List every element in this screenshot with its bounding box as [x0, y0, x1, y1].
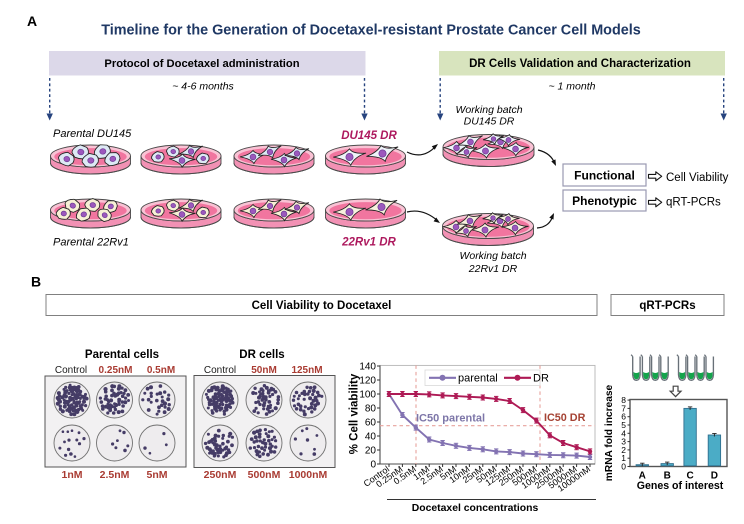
svg-text:100: 100 — [359, 390, 376, 401]
svg-text:parental: parental — [458, 373, 498, 385]
svg-text:qRT-PCRs: qRT-PCRs — [639, 300, 695, 312]
svg-text:5nM: 5nM — [147, 469, 168, 481]
svg-text:Protocol of Docetaxel administ: Protocol of Docetaxel administration — [104, 58, 299, 70]
svg-text:1: 1 — [621, 453, 626, 463]
svg-text:0.25nM: 0.25nM — [99, 365, 133, 376]
svg-text:IC50 DR: IC50 DR — [544, 412, 586, 424]
svg-text:250nM: 250nM — [204, 469, 237, 481]
svg-text:DR Cells Validation and Charac: DR Cells Validation and Characterization — [469, 58, 691, 70]
svg-text:DR: DR — [533, 373, 549, 385]
svg-text:20: 20 — [365, 446, 377, 457]
svg-text:50nM: 50nM — [251, 365, 277, 376]
svg-text:500nM: 500nM — [248, 469, 281, 481]
svg-text:40: 40 — [365, 432, 377, 443]
svg-text:Cell Viability: Cell Viability — [666, 172, 729, 184]
svg-text:80: 80 — [365, 404, 377, 415]
svg-text:140: 140 — [359, 362, 376, 373]
svg-text:Parental cells: Parental cells — [85, 349, 159, 361]
svg-text:DU145 DR: DU145 DR — [341, 130, 397, 142]
svg-text:6: 6 — [621, 412, 626, 422]
svg-text:0: 0 — [370, 460, 376, 471]
svg-text:60: 60 — [365, 418, 377, 429]
svg-text:D: D — [711, 471, 718, 482]
svg-text:Genes of interest: Genes of interest — [637, 480, 724, 492]
svg-text:2: 2 — [621, 445, 626, 455]
svg-text:~ 1 month: ~ 1 month — [549, 81, 596, 93]
svg-text:7: 7 — [621, 403, 626, 413]
svg-text:22Rv1 DR: 22Rv1 DR — [341, 237, 396, 249]
svg-text:120: 120 — [359, 376, 376, 387]
svg-text:125nM: 125nM — [291, 365, 322, 376]
svg-text:IC50 parental: IC50 parental — [416, 413, 485, 425]
svg-text:Control: Control — [55, 365, 87, 376]
svg-text:22Rv1 DR: 22Rv1 DR — [468, 263, 518, 275]
svg-text:C: C — [686, 471, 693, 482]
svg-text:1000nM: 1000nM — [289, 469, 328, 481]
svg-text:Functional: Functional — [574, 169, 635, 183]
svg-text:Working batch: Working batch — [459, 250, 526, 262]
svg-text:4: 4 — [621, 428, 626, 438]
svg-text:5: 5 — [621, 420, 626, 430]
svg-text:Timeline for the Generation of: Timeline for the Generation of Docetaxel… — [101, 23, 641, 39]
svg-text:A: A — [27, 13, 37, 29]
svg-text:Docetaxel concentrations: Docetaxel concentrations — [412, 503, 539, 514]
svg-text:B: B — [664, 471, 671, 482]
svg-text:2.5nM: 2.5nM — [100, 469, 130, 481]
svg-text:~ 4-6 months: ~ 4-6 months — [172, 81, 234, 93]
svg-text:mRNA fold increase: mRNA fold increase — [604, 384, 615, 481]
svg-text:Parental 22Rv1: Parental 22Rv1 — [53, 237, 129, 249]
svg-text:Cell Viability to Docetaxel: Cell Viability to Docetaxel — [252, 300, 392, 312]
svg-text:Parental DU145: Parental DU145 — [53, 128, 132, 140]
svg-text:0.5nM: 0.5nM — [147, 365, 175, 376]
svg-text:B: B — [31, 274, 41, 290]
svg-text:8: 8 — [621, 395, 626, 405]
svg-text:DU145 DR: DU145 DR — [464, 116, 515, 128]
svg-text:A: A — [639, 471, 646, 482]
svg-text:Phenotypic: Phenotypic — [572, 194, 637, 208]
svg-text:% Cell viability: % Cell viability — [349, 373, 361, 454]
svg-text:Working batch: Working batch — [455, 104, 522, 116]
svg-text:3: 3 — [621, 437, 626, 447]
svg-text:1nM: 1nM — [62, 469, 83, 481]
svg-text:qRT-PCRs: qRT-PCRs — [666, 197, 721, 209]
svg-text:DR cells: DR cells — [239, 349, 284, 361]
svg-text:0: 0 — [621, 462, 626, 472]
svg-text:Control: Control — [204, 365, 236, 376]
